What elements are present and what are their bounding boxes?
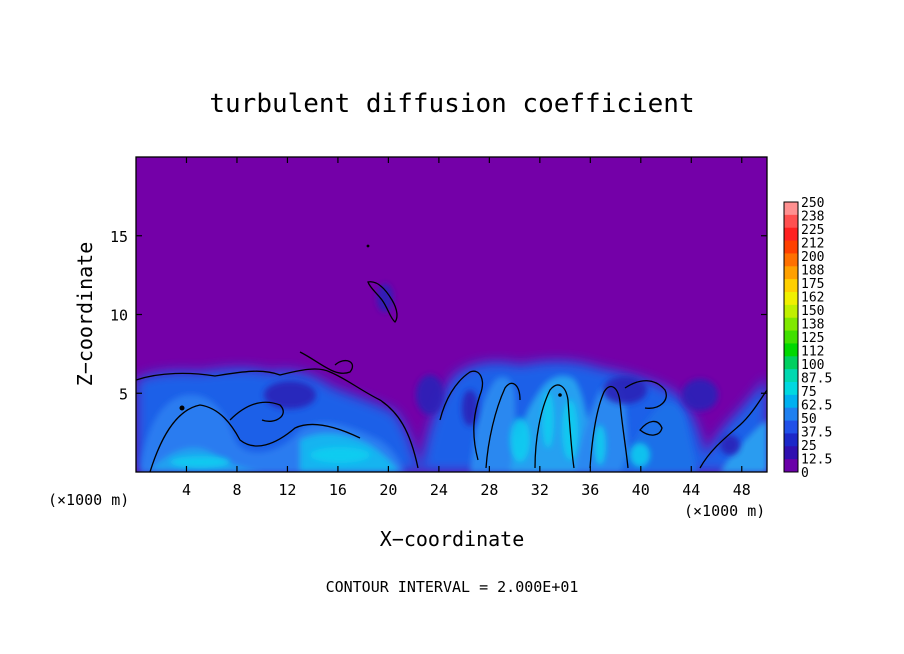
colorbar-label: 150 [801, 304, 824, 319]
colorbar-swatch [784, 266, 798, 280]
colorbar-label: 87.5 [801, 372, 832, 387]
x-tick-label: 28 [480, 481, 498, 499]
colorbar-swatch [784, 227, 798, 241]
colorbar-swatch [784, 253, 798, 267]
x-tick-label: 24 [430, 481, 448, 499]
colorbar-frame [783, 201, 799, 473]
colorbar-swatch [784, 343, 798, 357]
y-tick-label: 5 [119, 385, 128, 403]
colorbar-swatch [784, 382, 798, 396]
colorbar-label: 125 [801, 331, 824, 346]
x-tick-label: 48 [733, 481, 751, 499]
colorbar-label: 250 [801, 196, 824, 211]
colorbar-label: 37.5 [801, 426, 832, 441]
colorbar-label: 212 [801, 237, 824, 252]
y-tick-label: 10 [110, 307, 128, 325]
colorbar-label: 25 [801, 439, 817, 454]
colorbar-label: 200 [801, 250, 824, 265]
colorbar-label: 100 [801, 358, 824, 373]
colorbar-label: 112 [801, 345, 824, 360]
colorbar: 2502382252122001881751621501381251121008… [783, 196, 832, 481]
heatmap-field [136, 244, 767, 472]
colorbar-label: 175 [801, 277, 824, 292]
colorbar-swatch [784, 420, 798, 434]
colorbar-label: 0 [801, 466, 809, 481]
x-tick-label: 16 [329, 481, 347, 499]
colorbar-swatch [784, 394, 798, 409]
colorbar-label: 62.5 [801, 399, 832, 414]
colorbar-swatch [784, 369, 798, 383]
x-tick-label: 12 [278, 481, 296, 499]
x-tick-label: 32 [531, 481, 549, 499]
x-axis-ticks: 4 8 12 16 20 24 28 32 36 40 44 48 [182, 157, 751, 499]
colorbar-swatch [784, 292, 798, 306]
colorbar-label: 138 [801, 318, 824, 333]
x-tick-label: 8 [232, 481, 241, 499]
colorbar-swatch [784, 240, 798, 254]
y-tick-label: 15 [110, 228, 128, 246]
colorbar-label: 225 [801, 223, 824, 238]
colorbar-swatch [784, 279, 798, 293]
colorbar-swatch [784, 407, 798, 421]
x-tick-label: 36 [581, 481, 599, 499]
colorbar-swatch [784, 202, 798, 216]
colorbar-swatch [784, 214, 798, 229]
x-tick-label: 40 [632, 481, 650, 499]
plot-area [135, 156, 768, 473]
colorbar-label: 50 [801, 412, 817, 427]
colorbar-label: 75 [801, 385, 817, 400]
colorbar-label: 188 [801, 264, 824, 279]
x-unit-left: (×1000 m) [48, 491, 129, 509]
x-unit-right: (×1000 m) [684, 502, 765, 520]
colorbar-label: 12.5 [801, 453, 832, 468]
colorbar-swatch [784, 433, 798, 447]
colorbar-swatch [784, 446, 798, 460]
colorbar-swatch [784, 317, 798, 331]
y-axis-label: Z−coordinate [73, 242, 97, 387]
x-tick-label: 20 [379, 481, 397, 499]
contour-interval-note: CONTOUR INTERVAL = 2.000E+01 [326, 578, 579, 596]
y-axis-ticks: 5 10 15 [110, 228, 767, 403]
colorbar-swatch [784, 356, 798, 370]
colorbar-swatch [784, 459, 798, 473]
x-tick-label: 4 [182, 481, 191, 499]
colorbar-label: 162 [801, 291, 824, 306]
colorbar-label: 238 [801, 210, 824, 225]
colorbar-swatch [784, 304, 798, 319]
colorbar-swatch [784, 330, 798, 344]
chart-title: turbulent diffusion coefficient [209, 89, 694, 119]
x-tick-label: 44 [682, 481, 700, 499]
x-axis-label: X−coordinate [380, 527, 525, 551]
